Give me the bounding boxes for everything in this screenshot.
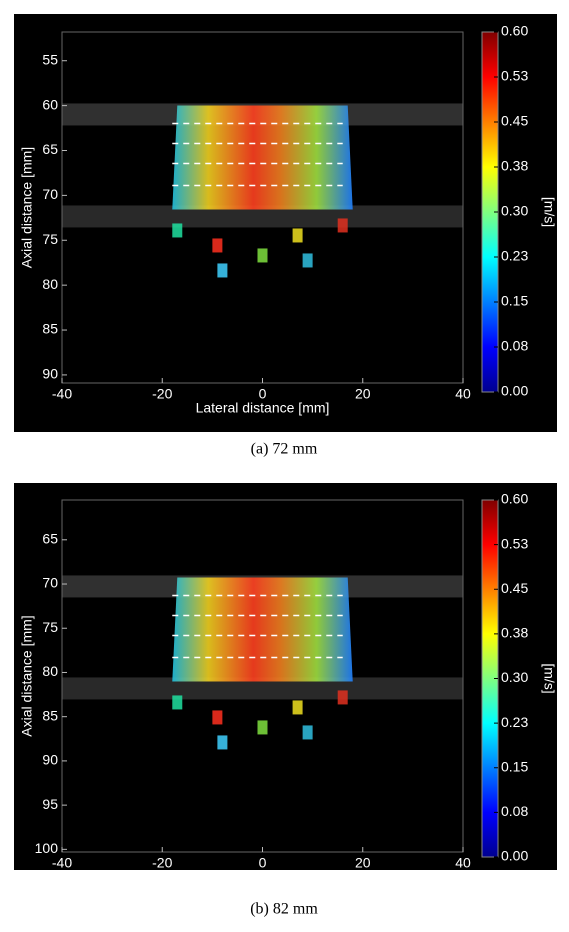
caption: (b) 82 mm xyxy=(250,901,318,918)
colorbar-tick-label: 0.23 xyxy=(501,714,528,730)
colorbar-label: [m/s] xyxy=(541,663,557,693)
flow-spot xyxy=(172,223,183,238)
y-tick-label: 65 xyxy=(42,141,58,157)
y-tick-label: 95 xyxy=(42,796,58,812)
y-tick-label: 75 xyxy=(42,231,58,247)
x-tick-label: 40 xyxy=(455,855,471,871)
x-tick-label: 20 xyxy=(355,386,371,402)
flow-spot xyxy=(212,710,223,725)
y-tick-label: 85 xyxy=(42,321,58,337)
flow-spot xyxy=(302,725,313,740)
flow-spot xyxy=(337,690,348,705)
x-tick-label: 0 xyxy=(259,386,267,402)
colorbar-tick-label: 0.45 xyxy=(501,580,528,596)
x-tick-label: -20 xyxy=(152,855,172,871)
colorbar-tick-label: 0.60 xyxy=(501,23,528,39)
colorbar-tick-label: 0.53 xyxy=(501,68,528,84)
flow-spot xyxy=(292,700,303,715)
colorbar-label: [m/s] xyxy=(541,197,557,227)
colorbar-tick-label: 0.60 xyxy=(501,491,528,507)
colorbar-tick-label: 0.00 xyxy=(501,848,528,864)
y-tick-label: 80 xyxy=(42,276,58,292)
x-axis-label: Lateral distance [mm] xyxy=(196,869,330,885)
tissue-band xyxy=(62,677,463,700)
flow-spot xyxy=(212,238,223,253)
colorbar-tick-label: 0.45 xyxy=(501,113,528,129)
flow-spot xyxy=(337,218,348,233)
y-tick-label: 75 xyxy=(42,619,58,635)
colorbar-tick-label: 0.38 xyxy=(501,158,528,174)
tissue-band xyxy=(62,205,463,228)
caption: (a) 72 mm xyxy=(251,441,318,458)
flow-region xyxy=(172,105,353,210)
y-tick-label: 55 xyxy=(42,51,58,67)
colorbar-tick-label: 0.30 xyxy=(501,669,528,685)
flow-spot xyxy=(257,248,268,263)
x-tick-label: 20 xyxy=(355,855,371,871)
y-tick-label: 90 xyxy=(42,752,58,768)
colorbar-tick-label: 0.38 xyxy=(501,625,528,641)
flow-spot xyxy=(172,695,183,710)
flow-region xyxy=(172,577,353,682)
y-tick-label: 70 xyxy=(42,186,58,202)
flow-spot xyxy=(217,263,228,278)
y-tick-label: 90 xyxy=(42,366,58,382)
colorbar-tick-label: 0.15 xyxy=(501,758,528,774)
colorbar-tick-label: 0.30 xyxy=(501,203,528,219)
x-axis-label: Lateral distance [mm] xyxy=(196,400,330,416)
x-tick-label: -20 xyxy=(152,386,172,402)
y-tick-label: 85 xyxy=(42,707,58,723)
flow-spot xyxy=(292,228,303,243)
x-tick-label: -40 xyxy=(52,855,72,871)
colorbar-tick-label: 0.00 xyxy=(501,383,528,399)
y-tick-label: 70 xyxy=(42,575,58,591)
y-axis-label: Axial distance [mm] xyxy=(19,615,35,736)
colorbar-tick-label: 0.08 xyxy=(501,338,528,354)
y-tick-label: 60 xyxy=(42,96,58,112)
colorbar-tick-label: 0.23 xyxy=(501,248,528,264)
y-tick-label: 65 xyxy=(42,531,58,547)
colorbar-tick-label: 0.08 xyxy=(501,803,528,819)
y-tick-label: 80 xyxy=(42,663,58,679)
flow-spot xyxy=(257,720,268,735)
y-axis-label: Axial distance [mm] xyxy=(19,147,35,268)
x-tick-label: 0 xyxy=(259,855,267,871)
flow-spot xyxy=(217,735,228,750)
colorbar-tick-label: 0.15 xyxy=(501,293,528,309)
x-tick-label: -40 xyxy=(52,386,72,402)
colorbar-tick-label: 0.53 xyxy=(501,535,528,551)
y-tick-label: 100 xyxy=(35,840,59,856)
flow-spot xyxy=(302,253,313,268)
x-tick-label: 40 xyxy=(455,386,471,402)
